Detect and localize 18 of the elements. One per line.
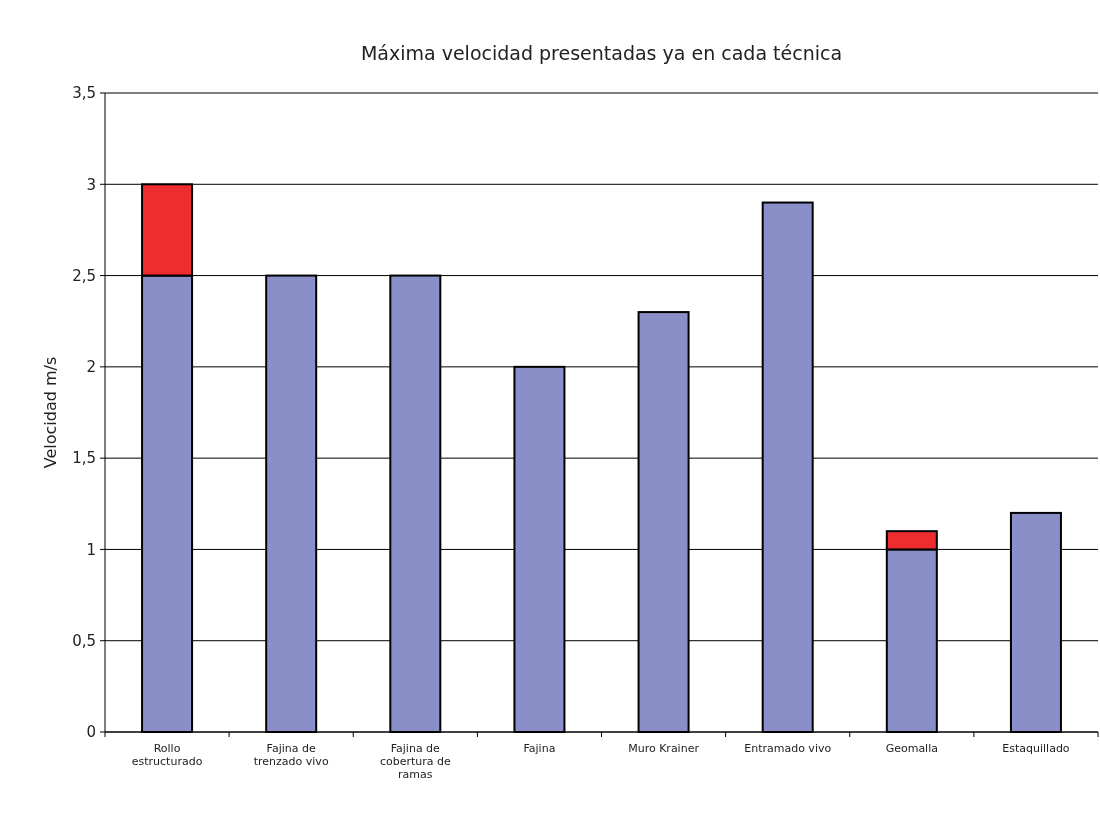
x-tick-label: Rollo estructurado xyxy=(131,742,203,768)
y-tick-label: 0,5 xyxy=(72,631,96,650)
y-tick-label: 3,5 xyxy=(72,84,96,103)
x-tick-label: Geomalla xyxy=(885,742,938,755)
x-tick-label: Muro Krainer xyxy=(628,742,700,755)
y-axis-title: Velocidad m/s xyxy=(41,356,60,469)
x-tick-label: Fajina de cobertura de ramas xyxy=(379,742,451,781)
x-tick-label: Estaquillado xyxy=(1002,742,1070,755)
y-tick-label: 3 xyxy=(86,175,96,194)
y-tick-label: 0 xyxy=(86,723,96,742)
y-tick-label: 1 xyxy=(86,540,96,559)
x-tick-label: Entramado vivo xyxy=(744,742,832,755)
x-tick-label: Fajina xyxy=(523,742,556,755)
y-tick-label: 2 xyxy=(86,358,96,377)
y-tick-label: 2,5 xyxy=(72,266,96,285)
y-tick-label: 1,5 xyxy=(72,449,96,468)
chart-title: Máxima velocidad presentadas ya en cada técnica xyxy=(360,42,843,64)
x-tick-label: Fajina de trenzado vivo xyxy=(253,742,329,768)
